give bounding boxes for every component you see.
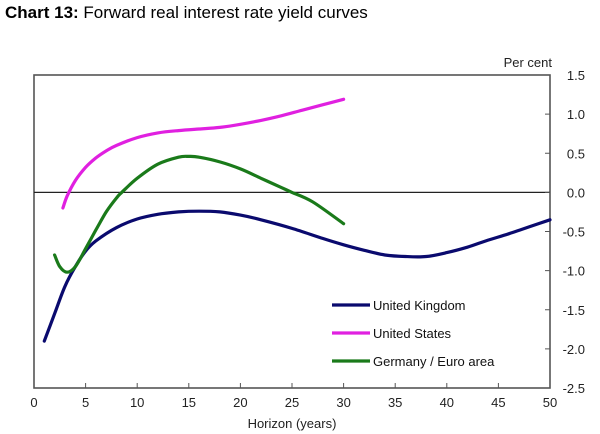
x-axis: 0 5 10 15 20 25 30 35 40 45 50: [30, 383, 557, 410]
series-lines: [42, 97, 552, 343]
y-tick-label: -2.5: [563, 381, 585, 396]
chart-title-prefix: Chart 13:: [5, 3, 79, 22]
legend-item: United Kingdom: [332, 298, 466, 313]
y-tick-label: -0.5: [563, 225, 585, 240]
series-line-germany-euro-area: [53, 154, 346, 274]
chart-title-text: Forward real interest rate yield curves: [83, 3, 368, 22]
x-tick-label: 50: [543, 395, 557, 410]
y-axis: 1.5 1.0 0.5 0.0 -0.5 -1.0 -1.5 -2.0 -2.5: [545, 68, 585, 396]
series-line-united-states: [61, 97, 346, 210]
y-tick-label: 1.5: [567, 68, 585, 83]
x-tick-label: 25: [285, 395, 299, 410]
legend-label: United Kingdom: [373, 298, 466, 313]
chart-title: Chart 13: Forward real interest rate yie…: [5, 3, 368, 23]
legend-label: United States: [373, 326, 452, 341]
x-tick-label: 15: [182, 395, 196, 410]
y-tick-label: -1.0: [563, 264, 585, 279]
y-tick-label: -2.0: [563, 342, 585, 357]
y-tick-label: 0.0: [567, 185, 585, 200]
x-tick-label: 0: [30, 395, 37, 410]
legend-item: United States: [332, 326, 452, 341]
x-axis-title: Horizon (years): [248, 416, 337, 431]
x-tick-label: 45: [491, 395, 505, 410]
legend-label: Germany / Euro area: [373, 354, 495, 369]
x-tick-label: 10: [130, 395, 144, 410]
x-tick-label: 5: [82, 395, 89, 410]
y-tick-label: 1.0: [567, 107, 585, 122]
y-tick-label: 0.5: [567, 146, 585, 161]
x-tick-label: 40: [440, 395, 454, 410]
x-tick-label: 30: [336, 395, 350, 410]
x-tick-label: 35: [388, 395, 402, 410]
y-tick-label: -1.5: [563, 303, 585, 318]
legend: United Kingdom United States Germany / Eur…: [332, 298, 495, 369]
series-line-united-kingdom: [42, 209, 552, 343]
x-tick-label: 20: [233, 395, 247, 410]
y-axis-unit-label: Per cent: [504, 55, 553, 70]
legend-item: Germany / Euro area: [332, 354, 495, 369]
